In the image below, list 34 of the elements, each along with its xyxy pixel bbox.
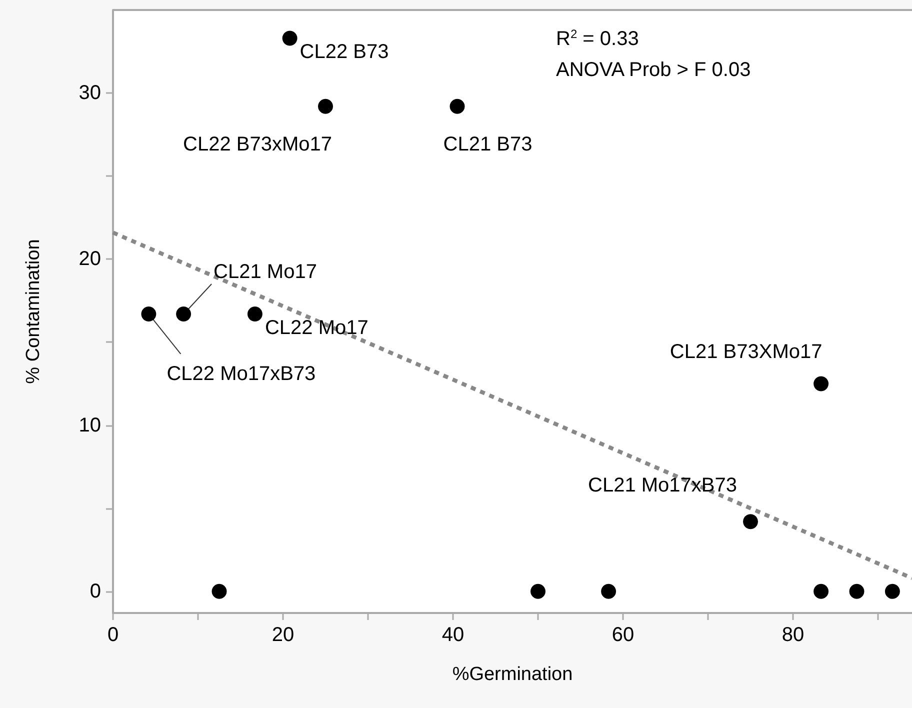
x-tick-label: 20: [272, 624, 294, 646]
point: [318, 98, 333, 114]
annotation: CL22 Mo17: [264, 316, 368, 339]
annotation: CL22 B73xMo17: [183, 133, 332, 156]
point: [176, 306, 192, 322]
annotation: CL21 B73: [443, 133, 532, 156]
point: [450, 98, 465, 114]
y-tick-label: 0: [90, 580, 101, 602]
annotation: CL21 Mo17: [214, 260, 317, 283]
x-tick-label: 40: [442, 624, 464, 646]
x-tick-label: 0: [107, 624, 119, 646]
point: [849, 584, 864, 599]
point: [814, 584, 829, 599]
y-tick-label: 10: [78, 414, 101, 436]
annotation: CL21 B73XMo17: [670, 340, 822, 363]
point: [141, 306, 156, 322]
annotation: CL22 B73: [300, 41, 389, 64]
point: [884, 584, 900, 599]
point: [282, 30, 298, 46]
annotation: CL22 Mo17xB73: [166, 362, 316, 385]
point: [530, 584, 546, 599]
y-tick-label: 20: [78, 248, 101, 270]
point: [814, 376, 829, 392]
x-tick-label: 80: [782, 624, 804, 646]
point: [601, 584, 616, 599]
x-tick-label: 60: [612, 624, 634, 646]
x-axis-title: %Germination: [452, 664, 573, 685]
y-tick-label: 30: [78, 82, 101, 104]
point: [212, 584, 227, 599]
annotation: ANOVA Prob > F 0.03: [556, 59, 751, 81]
annotation: CL21 Mo17xB73: [588, 474, 737, 497]
point: [247, 306, 262, 322]
y-axis-title: % Contamination: [23, 239, 44, 384]
point: [743, 514, 758, 530]
